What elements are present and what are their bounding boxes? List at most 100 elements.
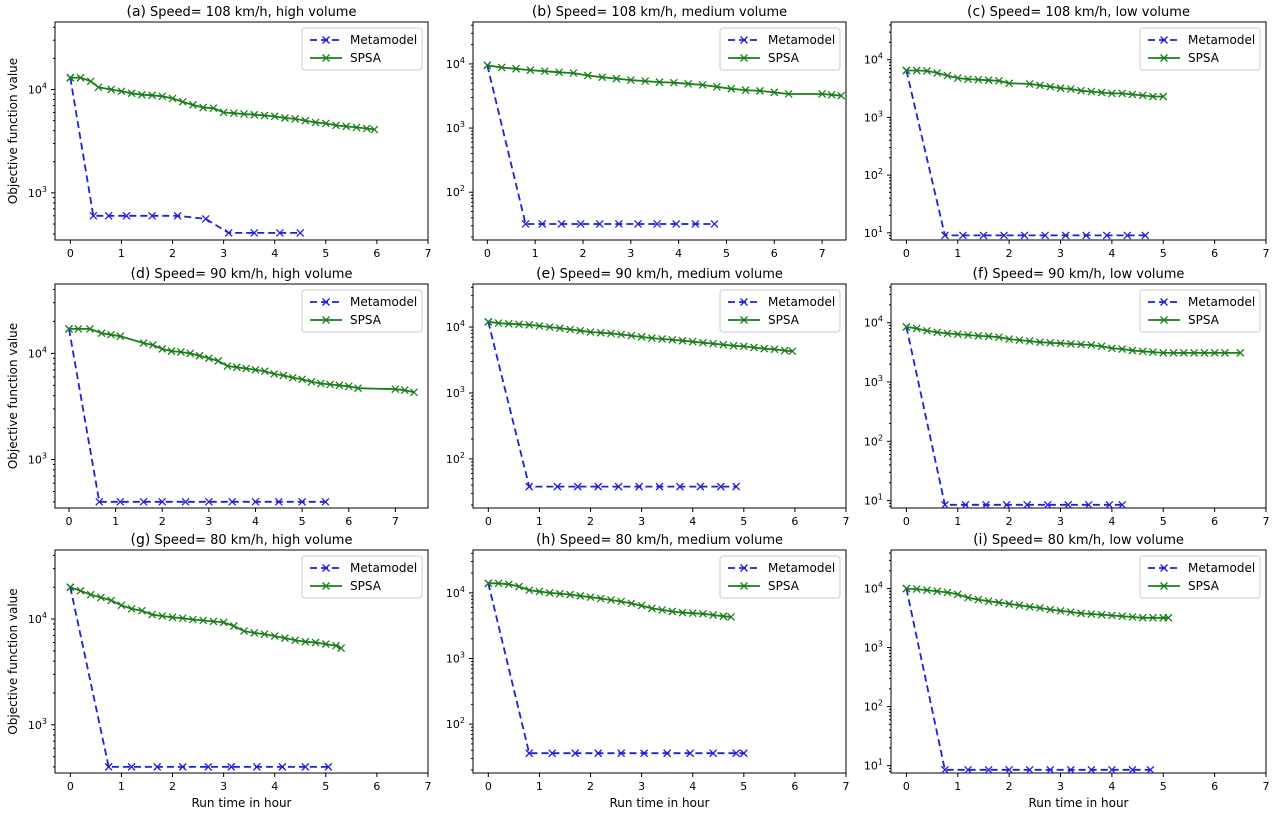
data-point <box>204 762 213 771</box>
subplot-title-letter: (b) <box>532 4 552 20</box>
y-tick-label: 104 <box>28 345 47 360</box>
y-tick-label: 102 <box>446 184 465 199</box>
data-point <box>1066 85 1075 93</box>
data-point <box>1082 231 1091 240</box>
data-point <box>362 124 371 133</box>
data-point <box>576 326 585 335</box>
data-point <box>219 618 228 627</box>
legend-label: SPSA <box>768 51 800 65</box>
data-point <box>598 73 607 82</box>
y-tick-label: 103 <box>28 185 47 200</box>
legend-label: SPSA <box>350 579 382 593</box>
data-point <box>933 587 942 596</box>
data-point <box>710 220 719 228</box>
data-point <box>719 612 728 621</box>
data-point <box>827 90 836 99</box>
data-point <box>176 348 185 356</box>
subplot-title-text: Speed= 108 km/h, high volume <box>150 5 356 20</box>
data-point <box>641 77 650 86</box>
series-line <box>905 588 1151 771</box>
x-tick-label: 2 <box>579 247 586 260</box>
x-tick-label: 1 <box>112 515 119 528</box>
y-tick-exponent: 2 <box>878 167 883 176</box>
data-point <box>321 640 330 649</box>
data-point <box>647 334 656 343</box>
data-point <box>1118 345 1127 353</box>
y-tick-label: 103 <box>864 109 883 124</box>
data-point <box>576 220 585 228</box>
x-tick-label: 5 <box>723 247 730 260</box>
series-spsa <box>902 66 1168 101</box>
legend: Metamodel SPSA <box>719 289 841 333</box>
legend: Metamodel SPSA <box>719 555 841 599</box>
y-tick-base: 10 <box>864 760 878 773</box>
data-point <box>678 608 687 617</box>
x-tick-label: 1 <box>954 780 961 793</box>
y-tick-exponent: 4 <box>878 52 883 61</box>
x-tick-label: 4 <box>1108 247 1115 260</box>
data-point <box>984 597 993 606</box>
legend-label: Metamodel <box>350 33 417 47</box>
legend: Metamodel SPSA <box>301 289 423 333</box>
x-tick-label: 4 <box>271 780 278 793</box>
series-line <box>905 70 1146 237</box>
x-tick-label: 6 <box>1211 247 1218 260</box>
data-point <box>1220 348 1229 357</box>
data-point <box>232 363 241 372</box>
series-metamodel <box>484 579 748 758</box>
y-tick-exponent: 4 <box>42 82 47 91</box>
data-point <box>494 579 503 588</box>
subplot-title-letter: (a) <box>127 4 147 20</box>
data-point <box>902 66 911 75</box>
data-point <box>545 588 554 597</box>
data-point <box>168 613 177 622</box>
subplot-title: (a) Speed= 108 km/h, high volume <box>127 4 357 20</box>
x-tick-label: 5 <box>1160 780 1167 793</box>
y-tick-exponent: 3 <box>42 717 47 726</box>
data-point <box>617 330 626 339</box>
y-axis-label: Objective function value <box>6 588 20 734</box>
data-point <box>116 332 125 341</box>
data-point <box>555 589 564 598</box>
data-point <box>912 585 921 594</box>
data-point <box>1169 348 1178 357</box>
y-tick-label: 104 <box>28 82 47 97</box>
subplot-g: (g) Speed= 80 km/h, high volume 0 1 2 3 4 5 6 7 10… <box>6 532 432 810</box>
x-tick-label: 0 <box>67 247 74 260</box>
data-point <box>316 379 325 388</box>
data-point <box>274 497 283 506</box>
data-point <box>291 636 300 645</box>
data-point <box>571 749 580 758</box>
subplot-title-letter: (c) <box>967 4 986 20</box>
data-point <box>1023 500 1032 509</box>
data-point <box>594 482 603 491</box>
subplot-title: (f) Speed= 90 km/h, low volume <box>973 266 1185 282</box>
data-point <box>655 482 664 491</box>
y-tick-base: 10 <box>446 718 460 731</box>
data-point <box>716 482 725 491</box>
data-point <box>1025 602 1034 611</box>
data-point <box>912 324 921 333</box>
y-tick-exponent: 4 <box>878 315 883 324</box>
y-tick-base: 10 <box>28 454 42 467</box>
series-metamodel <box>902 322 1127 509</box>
x-tick-label: 7 <box>1263 780 1270 793</box>
data-point <box>526 66 535 75</box>
data-point <box>984 765 993 774</box>
data-point <box>678 336 687 345</box>
data-point <box>663 749 672 758</box>
y-tick-exponent: 2 <box>460 184 465 193</box>
data-point <box>1061 231 1070 240</box>
series-line <box>69 587 329 768</box>
data-point <box>1036 338 1044 347</box>
series-spsa <box>484 579 735 621</box>
y-tick-base: 10 <box>864 642 878 655</box>
data-point <box>204 354 213 363</box>
data-point <box>684 79 693 88</box>
data-point <box>252 762 261 771</box>
data-point <box>1118 89 1127 98</box>
data-point <box>709 339 718 348</box>
data-point <box>606 595 615 604</box>
